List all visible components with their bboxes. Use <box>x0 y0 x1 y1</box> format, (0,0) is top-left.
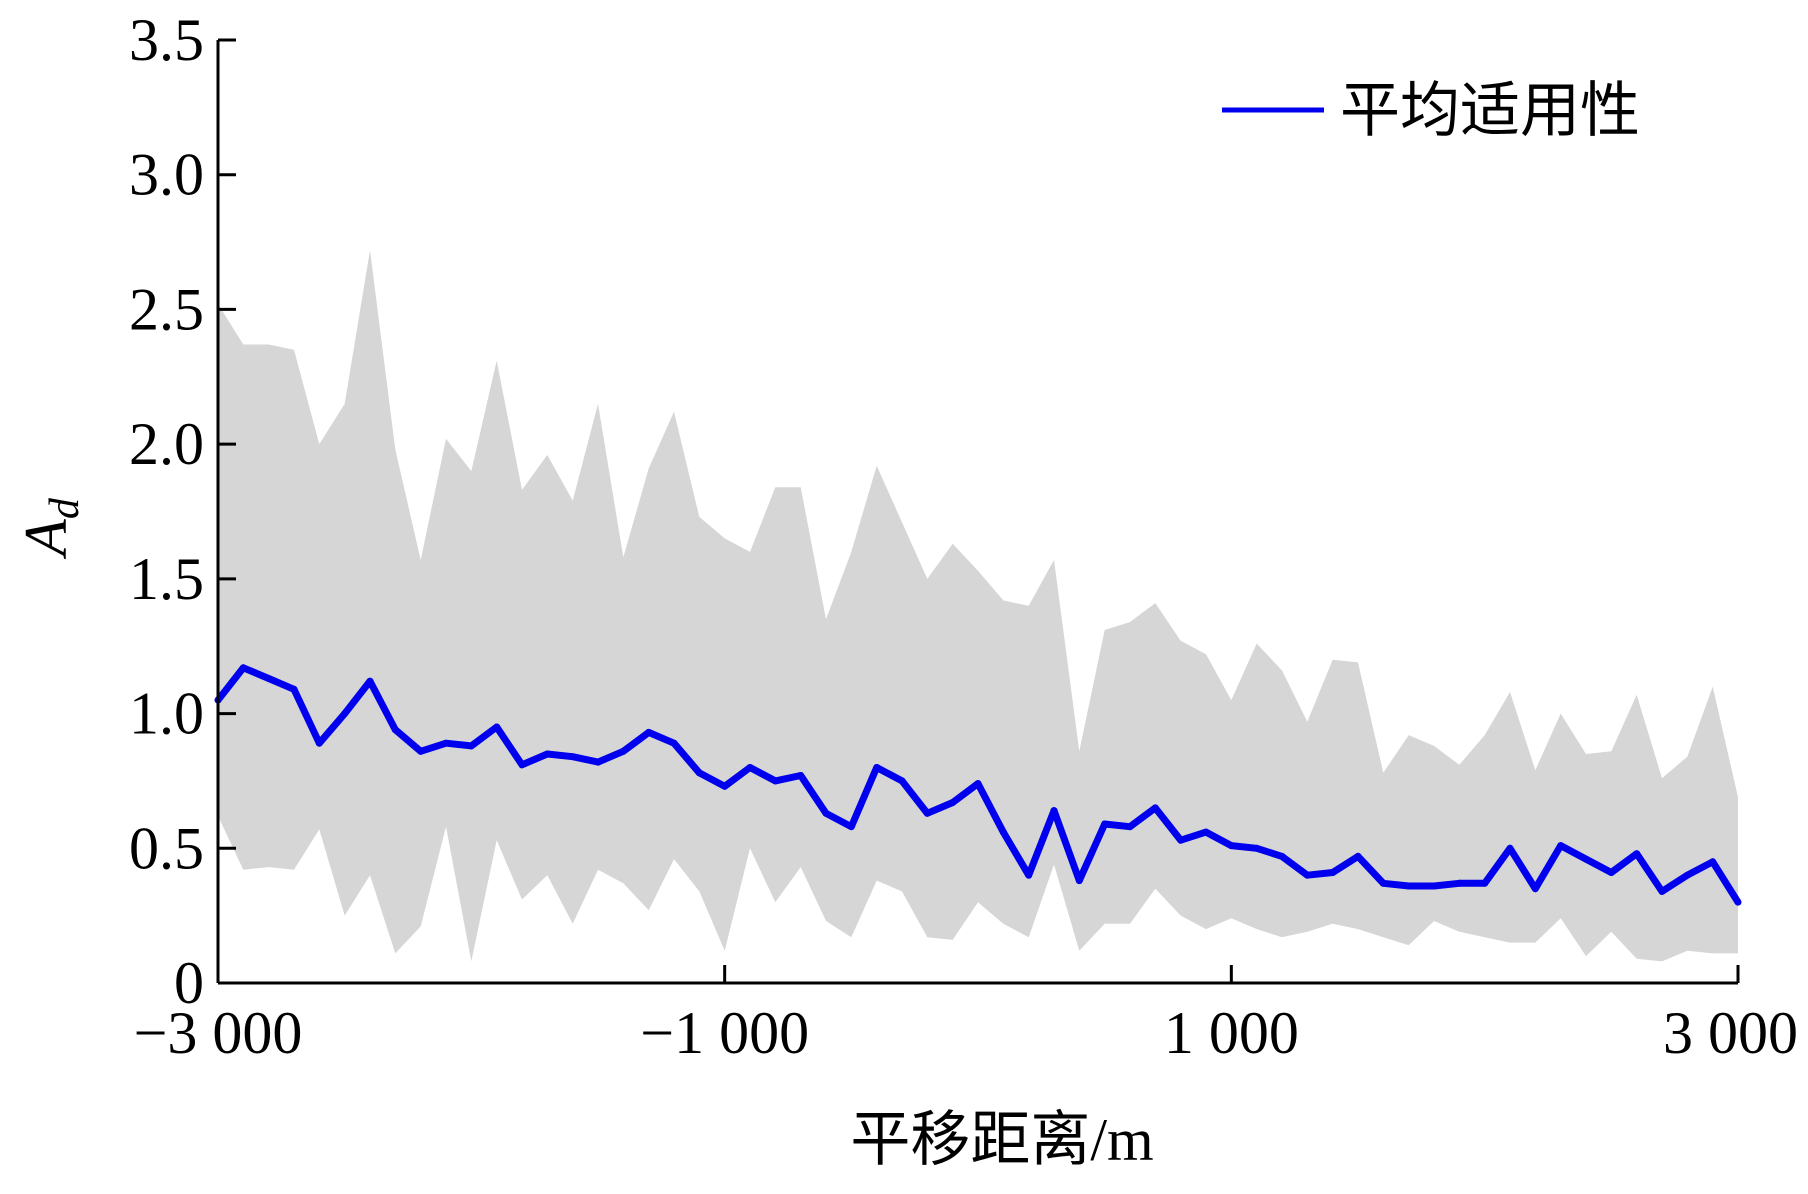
data-point <box>1075 877 1083 885</box>
y-axis-title-subscript: d <box>42 497 88 519</box>
data-point <box>721 782 729 790</box>
y-tick-label: 3.0 <box>129 142 204 208</box>
data-point <box>1126 823 1134 831</box>
data-point <box>847 823 855 831</box>
range-band-layer <box>218 250 1738 962</box>
y-tick-label: 0.5 <box>129 815 204 881</box>
data-point <box>265 675 273 682</box>
data-point <box>1303 871 1311 879</box>
data-point <box>366 677 374 685</box>
data-point <box>822 809 830 817</box>
x-tick-label: −1 000 <box>640 1000 809 1066</box>
svg-text:Ad: Ad <box>13 497 88 560</box>
tick-labels: 0 0.5 1.0 1.5 2.0 2.5 3.0 3.5 −3 000 −1 000 1 000 3… <box>129 7 1798 1066</box>
data-point <box>974 780 982 788</box>
data-point <box>999 828 1007 836</box>
data-point <box>1025 871 1033 879</box>
legend-label: 平均适用性 <box>1340 78 1640 144</box>
data-point <box>695 769 703 777</box>
data-point <box>1455 879 1463 887</box>
data-point <box>543 750 551 758</box>
series-line-layer <box>214 664 1742 906</box>
x-tick-label: 3 000 <box>1663 1000 1798 1066</box>
data-point <box>1531 885 1539 893</box>
data-point <box>746 764 754 771</box>
data-point <box>1683 871 1691 879</box>
data-point <box>1253 844 1261 852</box>
y-tick-label: 1.0 <box>129 681 204 747</box>
data-point <box>1329 869 1337 876</box>
data-point <box>467 742 475 750</box>
data-point <box>1582 855 1590 863</box>
data-point <box>797 772 805 779</box>
y-tick-label: 2.5 <box>129 276 204 342</box>
x-tick-label: −3 000 <box>134 1000 303 1066</box>
data-point <box>1405 882 1413 890</box>
data-point <box>239 664 247 672</box>
legend[interactable]: 平均适用性 <box>1222 78 1640 144</box>
y-axis-title-main: A <box>13 519 79 560</box>
data-point <box>1101 820 1109 828</box>
data-point <box>1633 850 1641 858</box>
data-point <box>1481 879 1489 887</box>
axes <box>216 38 1740 985</box>
data-point <box>341 710 349 718</box>
data-point <box>493 723 501 731</box>
data-point <box>442 739 450 747</box>
data-point <box>1430 882 1438 890</box>
data-point <box>290 685 298 693</box>
data-point <box>1506 844 1514 852</box>
data-point <box>1227 842 1235 850</box>
data-point <box>1658 887 1666 895</box>
data-point <box>315 739 323 747</box>
y-tick-label: 1.5 <box>129 546 204 612</box>
data-point <box>1278 852 1286 860</box>
x-tick-label: 1 000 <box>1164 1000 1299 1066</box>
data-point <box>518 761 526 769</box>
data-point <box>569 753 577 761</box>
data-point <box>417 747 425 755</box>
x-axis-title: 平移距离/m <box>850 1107 1153 1173</box>
data-point <box>594 758 602 766</box>
data-point <box>1050 807 1058 815</box>
data-point <box>873 764 881 771</box>
data-point <box>1607 869 1615 876</box>
data-point <box>645 728 653 736</box>
data-point <box>670 739 678 747</box>
data-point <box>949 799 957 806</box>
data-point <box>1202 828 1210 836</box>
data-point <box>1734 898 1742 906</box>
y-tick-label: 0 <box>174 950 204 1016</box>
data-point <box>1557 842 1565 850</box>
range-band <box>218 250 1738 962</box>
data-point <box>1709 858 1717 866</box>
data-point <box>771 777 779 785</box>
data-point <box>1177 836 1185 844</box>
data-point <box>1379 879 1387 887</box>
y-tick-label: 2.0 <box>129 411 204 477</box>
data-point <box>898 777 906 785</box>
data-point <box>1354 852 1362 860</box>
y-tick-label: 3.5 <box>129 7 204 73</box>
data-point <box>1151 804 1159 812</box>
data-point <box>923 809 931 817</box>
y-axis-title: Ad <box>13 497 88 560</box>
data-point <box>391 726 399 734</box>
data-point <box>619 747 627 755</box>
